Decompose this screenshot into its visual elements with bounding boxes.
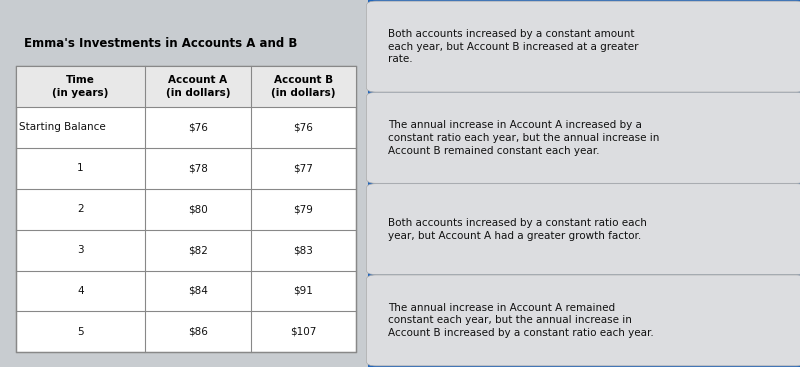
Text: Emma's Investments in Accounts A and B: Emma's Investments in Accounts A and B bbox=[24, 37, 298, 50]
Text: $91: $91 bbox=[294, 286, 314, 296]
Text: $78: $78 bbox=[188, 163, 208, 173]
Text: Account B
(in dollars): Account B (in dollars) bbox=[271, 75, 335, 98]
Text: $80: $80 bbox=[188, 204, 208, 214]
Text: $86: $86 bbox=[188, 327, 208, 337]
Text: $76: $76 bbox=[294, 123, 314, 132]
Text: $107: $107 bbox=[290, 327, 317, 337]
Text: $76: $76 bbox=[188, 123, 208, 132]
Text: Both accounts increased by a constant ratio each
year, but Account A had a great: Both accounts increased by a constant ra… bbox=[388, 218, 647, 240]
Text: $82: $82 bbox=[188, 245, 208, 255]
Text: $79: $79 bbox=[294, 204, 314, 214]
Text: 1: 1 bbox=[78, 163, 84, 173]
Text: Both accounts increased by a constant amount
each year, but Account B increased : Both accounts increased by a constant am… bbox=[388, 29, 638, 64]
Text: 2: 2 bbox=[78, 204, 84, 214]
Text: The annual increase in Account A increased by a
constant ratio each year, but th: The annual increase in Account A increas… bbox=[388, 120, 659, 156]
Text: 3: 3 bbox=[78, 245, 84, 255]
Text: Account A
(in dollars): Account A (in dollars) bbox=[166, 75, 230, 98]
Text: Time
(in years): Time (in years) bbox=[53, 75, 109, 98]
Text: $83: $83 bbox=[294, 245, 314, 255]
Text: $84: $84 bbox=[188, 286, 208, 296]
Text: Starting Balance: Starting Balance bbox=[19, 123, 106, 132]
Text: 5: 5 bbox=[78, 327, 84, 337]
Text: 4: 4 bbox=[78, 286, 84, 296]
Text: $77: $77 bbox=[294, 163, 314, 173]
Text: The annual increase in Account A remained
constant each year, but the annual inc: The annual increase in Account A remaine… bbox=[388, 303, 654, 338]
